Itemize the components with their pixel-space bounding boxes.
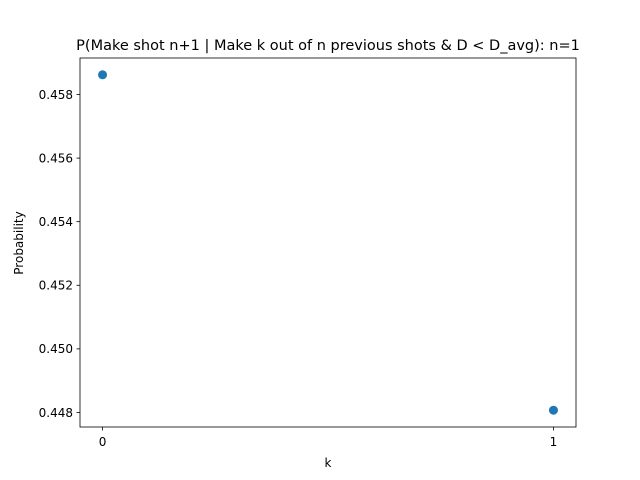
chart-title: P(Make shot n+1 | Make k out of n previo…: [76, 38, 580, 54]
y-axis-ticks: 0.448 0.450 0.452 0.454 0.456 0.458: [39, 88, 80, 420]
y-axis-label: Probability: [12, 211, 26, 274]
x-axis-label: k: [325, 456, 332, 470]
y-tick-label: 0.458: [39, 88, 73, 102]
x-tick-label: 1: [550, 435, 558, 449]
y-tick-label: 0.456: [39, 151, 73, 165]
data-point: [548, 405, 558, 415]
axes-frame: [79, 57, 577, 428]
y-tick-label: 0.448: [39, 406, 73, 420]
y-tick-label: 0.454: [39, 215, 73, 229]
y-tick-label: 0.450: [39, 342, 73, 356]
y-tick-label: 0.452: [39, 279, 73, 293]
x-tick-label: 0: [99, 435, 107, 449]
data-points: [98, 70, 558, 415]
data-point: [98, 70, 108, 80]
